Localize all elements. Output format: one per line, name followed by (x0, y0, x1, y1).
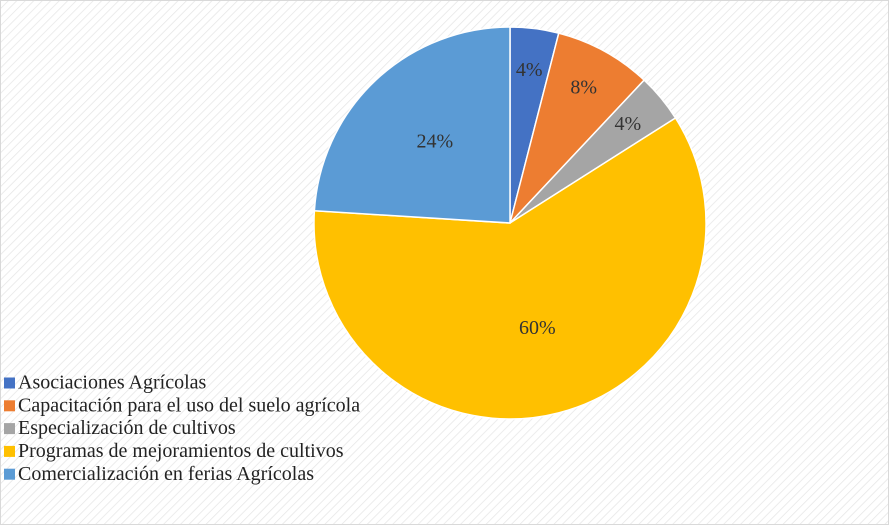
pie-slice (313, 116, 707, 420)
legend-label: Comercialización en ferias Agrícolas (18, 463, 314, 485)
legend-label: Especialización de cultivos (18, 417, 236, 439)
legend-swatch (4, 468, 15, 480)
data-label: 60% (519, 317, 556, 339)
legend-swatch (4, 377, 15, 389)
legend-label: Capacitación para el uso del suelo agríc… (18, 394, 360, 416)
pie-slice (509, 32, 646, 224)
legend-swatch (4, 423, 15, 435)
pie-slice (313, 26, 511, 224)
data-label: 4% (516, 59, 543, 81)
data-label: 8% (570, 77, 597, 99)
legend-label: Asociaciones Agrícolas (18, 372, 206, 394)
data-label: 24% (417, 131, 454, 153)
legend-swatch (4, 400, 15, 412)
data-label: 4% (614, 113, 641, 135)
legend-swatch (4, 445, 15, 457)
legend-label: Programas de mejoramientos de cultivos (18, 440, 344, 462)
